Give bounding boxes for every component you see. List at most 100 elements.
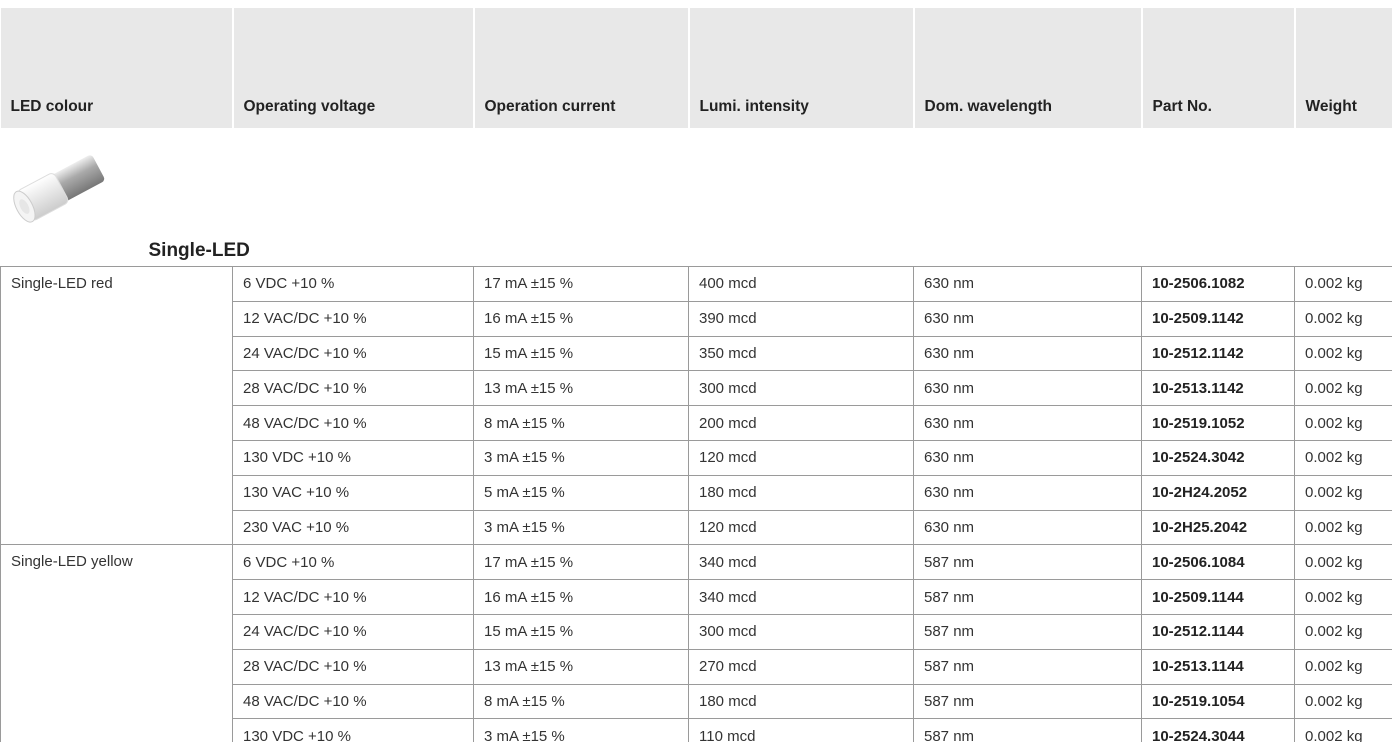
cell: 0.002 kg xyxy=(1295,371,1392,406)
column-header: Operation current xyxy=(474,8,689,128)
part-number: 10-2506.1082 xyxy=(1142,267,1295,302)
cell: 16 mA ±15 % xyxy=(474,580,689,615)
column-header: Operating voltage xyxy=(233,8,474,128)
cell: 12 VAC/DC +10 % xyxy=(233,301,474,336)
cell: 28 VAC/DC +10 % xyxy=(233,371,474,406)
part-number: 10-2509.1142 xyxy=(1142,301,1295,336)
cell: 24 VAC/DC +10 % xyxy=(233,336,474,371)
cell: 340 mcd xyxy=(689,580,914,615)
cell: 130 VDC +10 % xyxy=(233,719,474,742)
cell: 587 nm xyxy=(914,580,1142,615)
cell: 6 VDC +10 % xyxy=(233,545,474,580)
cell: 13 mA ±15 % xyxy=(474,649,689,684)
cell: 630 nm xyxy=(914,475,1142,510)
cell: 0.002 kg xyxy=(1295,719,1392,742)
cell: 130 VDC +10 % xyxy=(233,440,474,475)
part-number: 10-2519.1052 xyxy=(1142,406,1295,441)
cell: 6 VDC +10 % xyxy=(233,267,474,302)
cell: 587 nm xyxy=(914,614,1142,649)
group-label: Single-LED yellow xyxy=(1,545,233,742)
column-header: Lumi. intensity xyxy=(689,8,914,128)
cell: 0.002 kg xyxy=(1295,336,1392,371)
cell: 630 nm xyxy=(914,510,1142,545)
cell: 630 nm xyxy=(914,301,1142,336)
cell: 300 mcd xyxy=(689,614,914,649)
cell: 17 mA ±15 % xyxy=(474,545,689,580)
part-number: 10-2H25.2042 xyxy=(1142,510,1295,545)
part-number: 10-2512.1142 xyxy=(1142,336,1295,371)
cell: 0.002 kg xyxy=(1295,649,1392,684)
cell: 48 VAC/DC +10 % xyxy=(233,684,474,719)
cell: 270 mcd xyxy=(689,649,914,684)
column-header: Dom. wavelength xyxy=(914,8,1142,128)
section-cell: Single-LED xyxy=(1,128,1392,267)
cell: 180 mcd xyxy=(689,684,914,719)
cell: 0.002 kg xyxy=(1295,580,1392,615)
cell: 8 mA ±15 % xyxy=(474,684,689,719)
cell: 0.002 kg xyxy=(1295,440,1392,475)
cell: 3 mA ±15 % xyxy=(474,510,689,545)
table-row: Single-LED yellow6 VDC +10 %17 mA ±15 %3… xyxy=(1,545,1392,580)
part-number: 10-2513.1142 xyxy=(1142,371,1295,406)
cell: 340 mcd xyxy=(689,545,914,580)
group-label: Single-LED red xyxy=(1,267,233,545)
cell: 630 nm xyxy=(914,440,1142,475)
cell: 350 mcd xyxy=(689,336,914,371)
part-number: 10-2H24.2052 xyxy=(1142,475,1295,510)
cell: 24 VAC/DC +10 % xyxy=(233,614,474,649)
cell: 0.002 kg xyxy=(1295,475,1392,510)
part-number: 10-2512.1144 xyxy=(1142,614,1295,649)
cell: 0.002 kg xyxy=(1295,301,1392,336)
part-number: 10-2524.3044 xyxy=(1142,719,1295,742)
column-header: Part No. xyxy=(1142,8,1295,128)
cell: 630 nm xyxy=(914,267,1142,302)
cell: 230 VAC +10 % xyxy=(233,510,474,545)
cell: 3 mA ±15 % xyxy=(474,440,689,475)
cell: 0.002 kg xyxy=(1295,510,1392,545)
cell: 15 mA ±15 % xyxy=(474,614,689,649)
cell: 630 nm xyxy=(914,336,1142,371)
cell: 0.002 kg xyxy=(1295,614,1392,649)
cell: 630 nm xyxy=(914,406,1142,441)
cell: 0.002 kg xyxy=(1295,406,1392,441)
cell: 587 nm xyxy=(914,649,1142,684)
cell: 110 mcd xyxy=(689,719,914,742)
cell: 0.002 kg xyxy=(1295,684,1392,719)
cell: 200 mcd xyxy=(689,406,914,441)
cell: 400 mcd xyxy=(689,267,914,302)
cell: 120 mcd xyxy=(689,510,914,545)
cell: 17 mA ±15 % xyxy=(474,267,689,302)
cell: 12 VAC/DC +10 % xyxy=(233,580,474,615)
column-header: Weight xyxy=(1295,8,1392,128)
part-number: 10-2513.1144 xyxy=(1142,649,1295,684)
cell: 28 VAC/DC +10 % xyxy=(233,649,474,684)
cell: 13 mA ±15 % xyxy=(474,371,689,406)
cell: 48 VAC/DC +10 % xyxy=(233,406,474,441)
cell: 390 mcd xyxy=(689,301,914,336)
cell: 130 VAC +10 % xyxy=(233,475,474,510)
cell: 180 mcd xyxy=(689,475,914,510)
part-number: 10-2519.1054 xyxy=(1142,684,1295,719)
cell: 5 mA ±15 % xyxy=(474,475,689,510)
part-number: 10-2524.3042 xyxy=(1142,440,1295,475)
cell: 0.002 kg xyxy=(1295,267,1392,302)
cell: 15 mA ±15 % xyxy=(474,336,689,371)
cell: 587 nm xyxy=(914,684,1142,719)
led-image xyxy=(7,150,117,230)
cell: 587 nm xyxy=(914,719,1142,742)
cell: 587 nm xyxy=(914,545,1142,580)
cell: 16 mA ±15 % xyxy=(474,301,689,336)
column-header: LED colour xyxy=(1,8,233,128)
cell: 630 nm xyxy=(914,371,1142,406)
section-title: Single-LED xyxy=(149,240,250,262)
cell: 300 mcd xyxy=(689,371,914,406)
cell: 0.002 kg xyxy=(1295,545,1392,580)
part-number: 10-2509.1144 xyxy=(1142,580,1295,615)
cell: 120 mcd xyxy=(689,440,914,475)
section-row: Single-LED xyxy=(1,128,1392,267)
